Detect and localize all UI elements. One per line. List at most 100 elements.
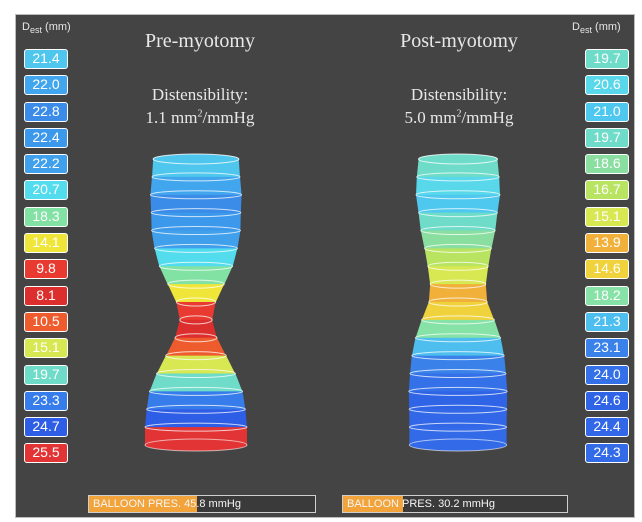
- post-vessel-ring: [408, 404, 508, 414]
- pre-diameter-box: 10.5: [24, 311, 68, 332]
- left-diameter-header: Dest (mm): [22, 21, 71, 36]
- post-vessel-ring: [409, 369, 507, 378]
- post-diameter-box: 20.6: [585, 75, 629, 96]
- pre-vessel-ring: [144, 422, 248, 432]
- post-vessel-segment: [415, 319, 501, 339]
- post-vessel-ring: [421, 315, 495, 325]
- pre-diameter-box: 24.7: [24, 417, 68, 438]
- pre-vessel-segment: [150, 194, 242, 214]
- post-vessel-segment: [420, 230, 496, 249]
- pre-pressure-fill: [89, 496, 198, 512]
- pre-vessel-ring: [150, 208, 242, 218]
- pre-vessel-segment: [146, 391, 246, 410]
- post-diameter-box: 15.1: [585, 206, 629, 227]
- post-vessel-ring: [427, 261, 489, 271]
- pre-vessel-segment: [175, 319, 217, 339]
- post-vessel-segment: [424, 248, 492, 267]
- post-diameter-box: 24.3: [585, 443, 629, 464]
- post-vessel-ring: [429, 279, 487, 289]
- post-distensibility-value: 5.0 mm2/mmHg: [404, 108, 514, 127]
- pre-vessel-segment: [176, 302, 216, 321]
- pre-diameter-box: 22.4: [24, 127, 68, 148]
- post-diameter-column: 19.7 20.6 21.0 19.7 18.6 16.7 15.1 13.9 14.6 18.2…: [585, 49, 629, 470]
- post-balloon-pressure-bar: BALLOON PRES. 30.2 mmHg: [342, 495, 568, 513]
- pre-diameter-box: 15.1: [24, 338, 68, 359]
- post-vessel-segment: [421, 302, 495, 321]
- pre-vessel-ring: [175, 297, 217, 307]
- post-vessel-segment: [409, 409, 507, 428]
- pre-vessel-segment: [159, 266, 233, 285]
- post-vessel-bottom-cap: [408, 438, 508, 452]
- pre-diameter-box: 22.8: [24, 101, 68, 122]
- pre-vessel-segment: [150, 176, 242, 196]
- pre-vessel-segment: [149, 373, 243, 392]
- post-vessel-segment: [410, 355, 506, 375]
- post-vessel-segment: [408, 373, 508, 392]
- post-diameter-box: 16.7: [585, 180, 629, 201]
- pre-vessel-segment: [154, 248, 238, 267]
- pre-myotomy-vessel: [144, 153, 248, 452]
- post-pressure-fill: [343, 496, 404, 512]
- pre-vessel-segment: [165, 337, 227, 357]
- post-balloon-pressure-text: BALLOON PRES. 30.2 mmHg: [347, 498, 495, 510]
- pre-vessel-segment: [156, 355, 236, 375]
- pre-vessel-segment: [145, 409, 247, 428]
- pre-myotomy-title: Pre-myotomy: [145, 30, 255, 52]
- pre-vessel-ring: [174, 333, 218, 343]
- post-vessel-ring: [420, 226, 496, 235]
- pre-diameter-box: 18.3: [24, 206, 68, 227]
- pre-vessel-ring: [151, 172, 241, 182]
- post-vessel-ring: [408, 386, 508, 396]
- post-diameter-box: 18.6: [585, 154, 629, 175]
- post-vessel-segment: [408, 391, 508, 410]
- pre-vessel-ring: [154, 243, 238, 253]
- pre-vessel-ring: [156, 369, 236, 378]
- pre-diameter-box: 22.0: [24, 75, 68, 96]
- pre-vessel-segment: [151, 230, 241, 249]
- pre-vessel-segment: [151, 212, 241, 232]
- pre-vessel-ring: [167, 279, 225, 289]
- post-vessel-segment: [427, 266, 489, 285]
- post-myotomy-title: Post-myotomy: [400, 30, 518, 52]
- pre-diameter-box: 21.4: [24, 49, 68, 69]
- post-myotomy-vessel: [408, 153, 508, 452]
- pre-vessel-top-cap: [152, 153, 240, 165]
- pre-diameter-box: 22.2: [24, 154, 68, 175]
- post-diameter-box: 18.2: [585, 285, 629, 306]
- post-diameter-box: 21.3: [585, 311, 629, 332]
- pre-vessel-ring: [148, 386, 244, 396]
- post-vessel-ring: [414, 333, 502, 343]
- pre-vessel-ring: [158, 261, 234, 271]
- pre-distensibility-value: 1.1 mm2/mmHg: [145, 108, 255, 127]
- post-vessel-segment: [428, 284, 488, 303]
- post-vessel-ring: [411, 351, 505, 361]
- post-diameter-box: 19.7: [585, 127, 629, 148]
- pre-diameter-box: 8.1: [24, 285, 68, 306]
- post-vessel-segment: [418, 212, 498, 232]
- pre-vessel-segment: [167, 284, 225, 303]
- post-diameter-box: 23.1: [585, 338, 629, 359]
- post-diameter-box: 21.0: [585, 101, 629, 122]
- post-vessel-segment: [416, 194, 500, 214]
- pre-balloon-pressure-bar: BALLOON PRES. 45.8 mmHg: [88, 495, 316, 513]
- pre-diameter-box: 25.5: [24, 443, 68, 464]
- post-vessel-ring: [415, 190, 501, 200]
- pre-diameter-box: 9.8: [24, 259, 68, 280]
- post-vessel-ring: [424, 243, 492, 253]
- post-diameter-box: 13.9: [585, 233, 629, 254]
- pre-vessel-bottom-cap: [144, 438, 248, 452]
- pre-vessel-ring: [179, 315, 213, 325]
- pre-vessel-ring: [149, 190, 243, 200]
- post-distensibility-label: Distensibility:: [410, 85, 508, 104]
- pre-balloon-pressure-text: BALLOON PRES. 45.8 mmHg: [93, 498, 241, 510]
- pre-distensibility-label: Distensibility:: [151, 85, 249, 104]
- post-diameter-box: 24.0: [585, 364, 629, 385]
- post-vessel-ring: [408, 422, 508, 432]
- post-vessel-ring: [428, 297, 488, 307]
- post-vessel-segment: [411, 337, 505, 357]
- pre-diameter-box: 14.1: [24, 233, 68, 254]
- right-diameter-header: Dest (mm): [572, 21, 621, 36]
- figure-frame: Dest (mm) Dest (mm) 21.4 22.0 22.8 22.4 22.2…: [15, 14, 635, 518]
- post-diameter-box: 24.6: [585, 390, 629, 411]
- post-vessel-top-cap: [418, 153, 498, 165]
